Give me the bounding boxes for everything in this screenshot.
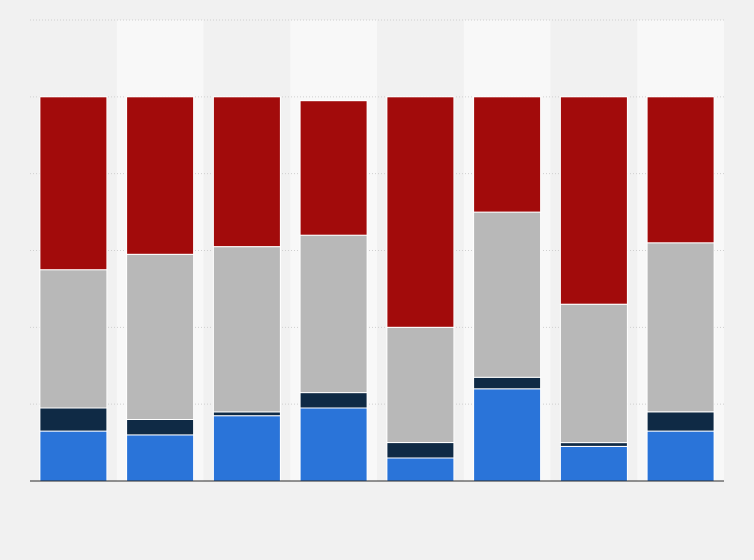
bar-segment-3-series-4[interactable]: [212, 96, 281, 248]
bar-segment-2-series-2[interactable]: [126, 419, 195, 436]
bar-segment-3-series-2[interactable]: [212, 411, 281, 417]
bar-segment-4-series-1[interactable]: [299, 407, 368, 482]
bar-segment-2-series-4[interactable]: [126, 96, 195, 255]
bar-segment-1-series-4[interactable]: [39, 96, 108, 271]
bar-segment-4-series-3[interactable]: [299, 234, 368, 394]
bar-segment-5-series-1[interactable]: [386, 457, 455, 482]
bar-segment-6-series-2[interactable]: [473, 376, 542, 390]
bar-segment-1-series-2[interactable]: [39, 407, 108, 432]
bar-segment-7-series-2[interactable]: [559, 442, 628, 447]
bars[interactable]: [39, 96, 715, 482]
bar-segment-5-series-4[interactable]: [386, 96, 455, 328]
bar-segment-8-series-2[interactable]: [646, 411, 715, 432]
bar-segment-4-series-2[interactable]: [299, 392, 368, 409]
bar-segment-3-series-3[interactable]: [212, 246, 281, 413]
bar-segment-5-series-3[interactable]: [386, 326, 455, 443]
bar-segment-6-series-1[interactable]: [473, 388, 542, 482]
bar-segment-4-series-4[interactable]: [299, 100, 368, 236]
bar-segment-6-series-4[interactable]: [473, 96, 542, 213]
bar-segment-7-series-4[interactable]: [559, 96, 628, 305]
bar-segment-8-series-1[interactable]: [646, 430, 715, 482]
bar-segment-1-series-3[interactable]: [39, 269, 108, 409]
bar-segment-5-series-2[interactable]: [386, 442, 455, 459]
bar-segment-6-series-3[interactable]: [473, 211, 542, 378]
bar-segment-1-series-1[interactable]: [39, 430, 108, 482]
bar-segment-7-series-3[interactable]: [559, 303, 628, 444]
bar-segment-2-series-3[interactable]: [126, 253, 195, 420]
bar-segment-8-series-3[interactable]: [646, 242, 715, 413]
bar-segment-3-series-1[interactable]: [212, 415, 281, 482]
bar-segment-8-series-4[interactable]: [646, 96, 715, 244]
bar-segment-7-series-1[interactable]: [559, 445, 628, 482]
bar-segment-2-series-1[interactable]: [126, 434, 195, 482]
